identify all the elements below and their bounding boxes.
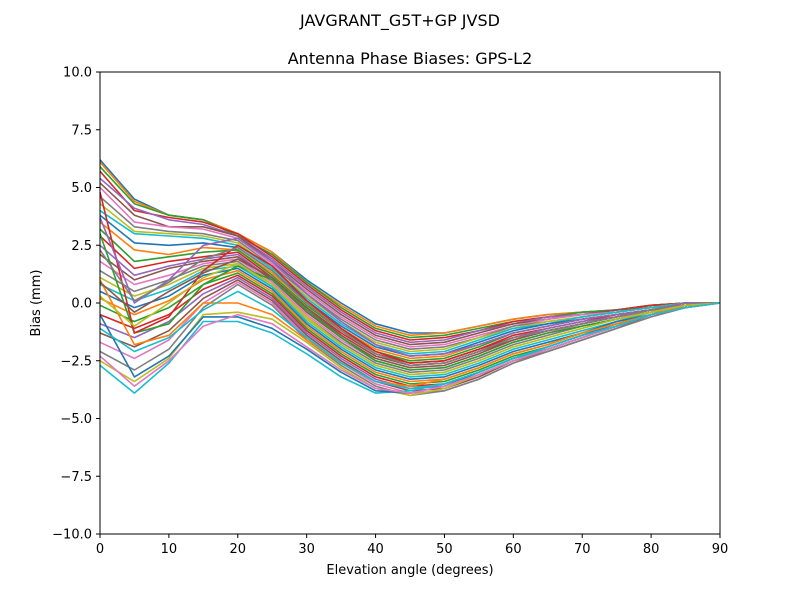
y-tick-label: −10.0 — [52, 528, 92, 543]
series-line-40 — [100, 290, 720, 390]
x-tick-label: 10 — [161, 542, 178, 557]
y-tick-label: 0.0 — [71, 297, 92, 312]
y-tick-label: −5.0 — [60, 412, 92, 427]
series-line-10 — [100, 209, 720, 355]
series-line-6 — [100, 182, 720, 346]
y-axis-label: Bias (mm) — [29, 270, 44, 337]
series-line-21 — [100, 267, 720, 381]
x-tick-label: 20 — [230, 542, 247, 557]
series-layer — [100, 159, 720, 397]
y-tick-label: 5.0 — [71, 181, 92, 196]
y-tick-label: 7.5 — [71, 123, 92, 138]
x-tick-label: 90 — [712, 542, 729, 557]
x-tick-label: 80 — [643, 542, 660, 557]
x-tick-label: 0 — [96, 542, 104, 557]
y-tick-label: −7.5 — [60, 470, 92, 485]
series-line-35 — [100, 217, 720, 357]
y-tick-label: −2.5 — [60, 354, 92, 369]
x-tick-label: 60 — [505, 542, 522, 557]
x-tick-label: 30 — [298, 542, 315, 557]
x-axis: 0 10 20 30 40 50 60 70 80 90 — [96, 534, 728, 557]
x-tick-label: 40 — [367, 542, 384, 557]
y-tick-label: 2.5 — [71, 239, 92, 254]
series-line-32 — [100, 279, 720, 388]
series-line-39 — [100, 262, 720, 376]
y-axis: −10.0 −7.5 −5.0 −2.5 0.0 2.5 5.0 7.5 10.0 — [52, 66, 100, 543]
y-tick-label: 10.0 — [63, 66, 92, 81]
chart-title: Antenna Phase Biases: GPS-L2 — [288, 49, 533, 68]
x-axis-label: Elevation angle (degrees) — [326, 563, 493, 578]
x-tick-label: 50 — [436, 542, 453, 557]
series-line-38 — [100, 246, 720, 367]
figure-suptitle: JAVGRANT_G5T+GP JVSD — [299, 11, 500, 31]
x-tick-label: 70 — [574, 542, 591, 557]
